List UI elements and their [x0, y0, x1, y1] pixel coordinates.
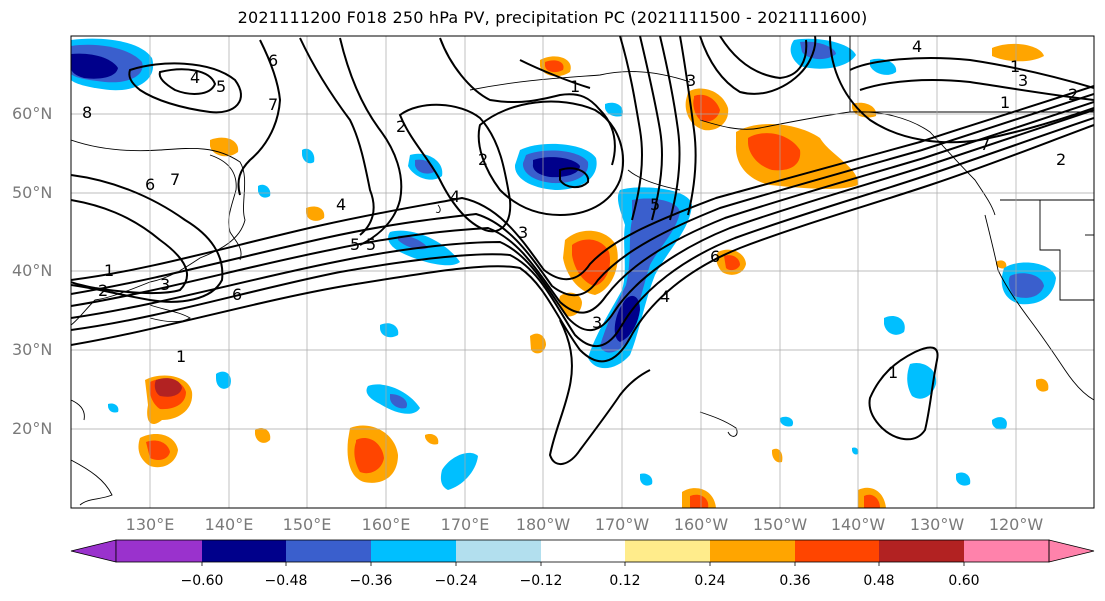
contour-label: 5 [350, 235, 360, 254]
lon-label: 120°W [988, 515, 1044, 534]
contour-label: 1 [570, 77, 580, 96]
lat-label-30n: 30°N [12, 340, 53, 359]
colorbar [70, 539, 1095, 566]
lon-label: 130°E [125, 515, 175, 534]
colorbar-tick-label: −0.60 [180, 573, 224, 589]
colorbar-tick-label: −0.48 [264, 573, 308, 589]
contour-label: 2 [1068, 85, 1078, 104]
map-title: 2021111200 F018 250 hPa PV, precipitatio… [237, 8, 868, 27]
lon-label: 150°W [752, 515, 808, 534]
contour-label: 8 [82, 103, 92, 122]
contour-label: 2 [1056, 150, 1066, 169]
contour-label: 1 [1010, 57, 1020, 76]
contour-label: 1 [176, 347, 186, 366]
contour-label: 3 [518, 223, 528, 242]
contour-label: 3 [592, 313, 602, 332]
contour-label: 2 [396, 117, 406, 136]
lon-label: 180°W [515, 515, 571, 534]
colorbar-tick-label: 0.12 [609, 573, 641, 589]
pv-contours [71, 36, 1094, 465]
colorbar-tick-label: −0.12 [519, 573, 563, 589]
contour-label: 6 [232, 285, 242, 304]
lon-label: 130°W [909, 515, 965, 534]
map-frame [70, 35, 1095, 509]
contour-label: 1 [1000, 93, 1010, 112]
contour-label: 4 [660, 287, 670, 306]
contour-label: 7 [170, 170, 180, 189]
contour-label: 6 [268, 51, 278, 70]
contour-label: 4 [912, 37, 922, 56]
colorbar-tick-label: 0.60 [948, 573, 980, 589]
lon-label: 170°W [594, 515, 650, 534]
contour-label: 6 [710, 247, 720, 266]
colorbar-tick-label: 0.36 [779, 573, 811, 589]
contour-label: 5 [650, 195, 660, 214]
colorbar-tick-label: −0.24 [434, 573, 478, 589]
contour-labels: 4 5 6 7 8 1 2 3 4 5 6 7 6 5 4 3 2 1 1 2 … [82, 37, 1078, 382]
lon-label: 170°E [440, 515, 490, 534]
contour-label: 7 [268, 95, 278, 114]
contour-label: 4 [336, 195, 346, 214]
lon-label: 140°W [830, 515, 886, 534]
contour-label: 4 [450, 187, 460, 206]
lat-label-40n: 40°N [12, 261, 53, 280]
contour-label: 4 [190, 68, 200, 87]
contour-label: 3 [686, 71, 696, 90]
lat-label-50n: 50°N [12, 183, 53, 202]
lat-label-20n: 20°N [12, 419, 53, 438]
lon-label: 140°E [204, 515, 254, 534]
contour-label: 6 [145, 175, 155, 194]
contour-label: 1 [888, 363, 898, 382]
contour-label: 5 [366, 235, 376, 254]
lon-label: 150°E [282, 515, 332, 534]
contour-label: 5 [216, 77, 226, 96]
colorbar-tick-label: −0.36 [349, 573, 393, 589]
contour-label: 1 [104, 261, 114, 280]
lon-label: 160°W [673, 515, 729, 534]
colorbar-tick-label: 0.24 [694, 573, 726, 589]
contour-label: 3 [160, 275, 170, 294]
contour-label: 3 [1018, 71, 1028, 90]
contour-label: 2 [478, 150, 488, 169]
lon-label: 160°E [361, 515, 411, 534]
colorbar-tick-label: 0.48 [863, 573, 895, 589]
lat-label-60n: 60°N [12, 104, 53, 123]
contour-label: 2 [98, 281, 108, 300]
contour-label: 7 [980, 135, 990, 154]
